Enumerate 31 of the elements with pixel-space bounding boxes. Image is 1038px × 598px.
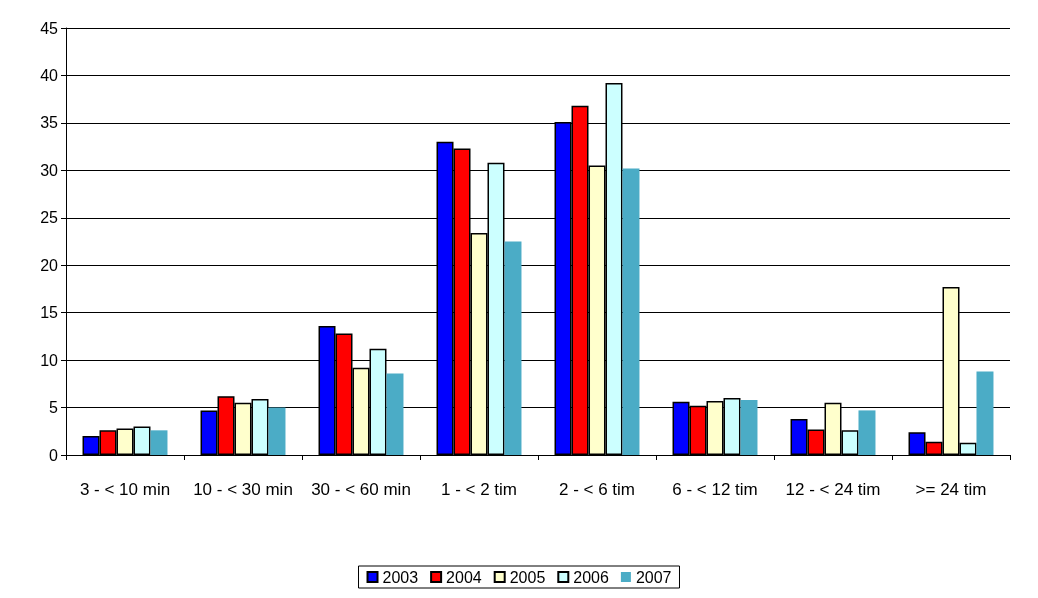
x-tick-label: 3 - < 10 min: [79, 479, 171, 499]
y-tick-label: 10: [40, 351, 59, 369]
x-tick-label: 30 - < 60 min: [311, 479, 411, 499]
x-tick-label: 10 - < 30 min: [193, 479, 293, 499]
bar: [504, 241, 522, 455]
y-tick-label: 30: [40, 161, 59, 179]
legend-label: 2004: [446, 568, 482, 586]
bar: [386, 373, 404, 455]
x-tick-label: 2 - < 6 tim: [558, 479, 636, 499]
y-tick-label: 20: [40, 256, 59, 274]
x-tick-label: 12 - < 24 tim: [785, 479, 881, 499]
bar: [150, 430, 168, 455]
x-tick-label: >= 24 tim: [915, 479, 987, 499]
bar: [268, 407, 286, 455]
x-tick-label: 6 - < 12 tim: [672, 479, 758, 499]
legend-label: 2003: [382, 568, 419, 586]
y-tick-label: 45: [40, 19, 59, 37]
bar: [622, 168, 640, 455]
legend-label: 2007: [635, 568, 672, 586]
y-tick-label: 5: [49, 399, 59, 417]
legend-label: 2005: [509, 568, 546, 586]
y-tick-label: 15: [40, 304, 59, 322]
x-tick-label: 1 - < 2 tim: [440, 479, 518, 499]
y-tick-label: 40: [40, 66, 59, 84]
y-tick-label: 25: [40, 209, 59, 227]
y-tick-label: 35: [40, 114, 59, 132]
y-tick-label: 0: [49, 446, 59, 464]
bar: [976, 371, 994, 455]
bar: [740, 399, 758, 455]
bar: [858, 410, 876, 455]
legend-label: 2006: [573, 568, 609, 586]
